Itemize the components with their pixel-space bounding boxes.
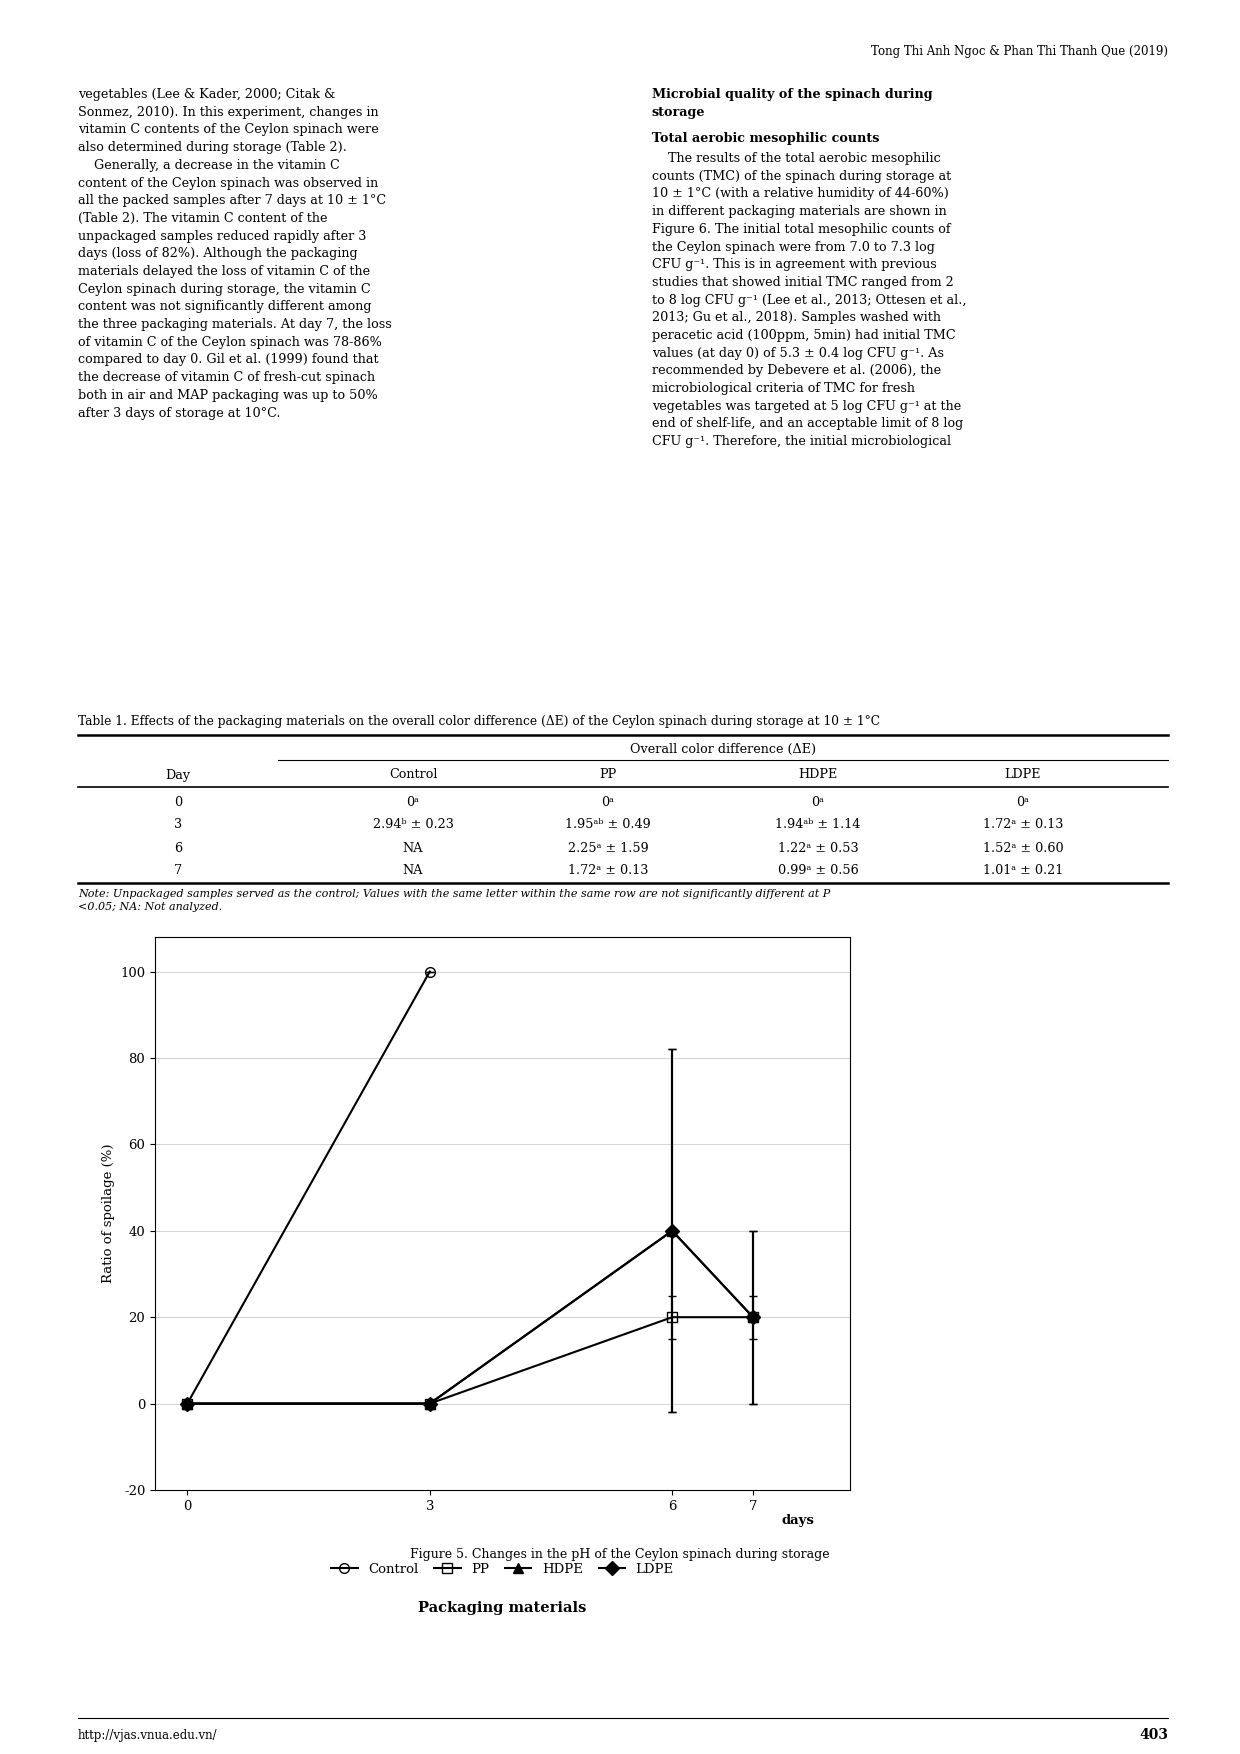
Text: 0ᵃ: 0ᵃ [601,796,615,809]
Text: PP: PP [599,768,616,782]
Text: Overall color difference (ΔE): Overall color difference (ΔE) [630,742,816,756]
Text: 0.99ᵃ ± 0.56: 0.99ᵃ ± 0.56 [777,865,858,877]
Text: 0: 0 [174,796,182,809]
Legend: Control, PP, HDPE, LDPE: Control, PP, HDPE, LDPE [326,1558,680,1580]
Text: Microbial quality of the spinach during
storage: Microbial quality of the spinach during … [652,88,932,119]
Text: 1.22ᵃ ± 0.53: 1.22ᵃ ± 0.53 [777,842,858,854]
Text: Total aerobic mesophilic counts: Total aerobic mesophilic counts [652,132,879,146]
Text: NA: NA [403,842,423,854]
Text: Figure 5. Changes in the pH of the Ceylon spinach during storage: Figure 5. Changes in the pH of the Ceylo… [410,1549,830,1561]
Text: NA: NA [403,865,423,877]
Text: Table 1. Effects of the packaging materials on the overall color difference (ΔE): Table 1. Effects of the packaging materi… [78,716,880,728]
Text: 0ᵃ: 0ᵃ [1017,796,1029,809]
Text: 7: 7 [174,865,182,877]
Text: Packaging materials: Packaging materials [418,1601,587,1615]
Text: 1.94ᵃᵇ ± 1.14: 1.94ᵃᵇ ± 1.14 [775,819,861,831]
Text: 3: 3 [174,819,182,831]
Text: 2.25ᵃ ± 1.59: 2.25ᵃ ± 1.59 [568,842,649,854]
Text: 6: 6 [174,842,182,854]
Text: 1.95ᵃᵇ ± 0.49: 1.95ᵃᵇ ± 0.49 [565,819,651,831]
Text: LDPE: LDPE [1004,768,1042,782]
Text: vegetables (Lee & Kader, 2000; Citak &
Sonmez, 2010). In this experiment, change: vegetables (Lee & Kader, 2000; Citak & S… [78,88,392,419]
Text: Tong Thi Anh Ngoc & Phan Thi Thanh Que (2019): Tong Thi Anh Ngoc & Phan Thi Thanh Que (… [870,46,1168,58]
Text: days: days [781,1514,815,1526]
Text: The results of the total aerobic mesophilic
counts (TMC) of the spinach during s: The results of the total aerobic mesophi… [652,153,966,449]
Text: http://vjas.vnua.edu.vn/: http://vjas.vnua.edu.vn/ [78,1728,218,1742]
Text: 0ᵃ: 0ᵃ [407,796,419,809]
Text: 2.94ᵇ ± 0.23: 2.94ᵇ ± 0.23 [372,819,454,831]
Text: Control: Control [389,768,438,782]
Text: 1.72ᵃ ± 0.13: 1.72ᵃ ± 0.13 [983,819,1063,831]
Text: Day: Day [165,768,191,782]
Text: 1.72ᵃ ± 0.13: 1.72ᵃ ± 0.13 [568,865,649,877]
Text: 1.52ᵃ ± 0.60: 1.52ᵃ ± 0.60 [982,842,1064,854]
Text: Note: Unpackaged samples served as the control; Values with the same letter with: Note: Unpackaged samples served as the c… [78,889,831,912]
Text: 1.01ᵃ ± 0.21: 1.01ᵃ ± 0.21 [983,865,1063,877]
Text: 0ᵃ: 0ᵃ [811,796,825,809]
Y-axis label: Ratio of spoilage (%): Ratio of spoilage (%) [102,1144,114,1284]
Text: 403: 403 [1140,1728,1168,1742]
Text: HDPE: HDPE [799,768,838,782]
